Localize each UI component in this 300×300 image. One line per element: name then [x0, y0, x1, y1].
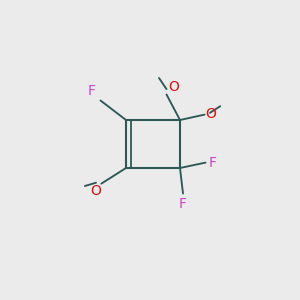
Text: F: F	[179, 197, 187, 211]
Text: F: F	[208, 156, 217, 170]
Text: O: O	[206, 107, 216, 121]
Text: F: F	[88, 84, 96, 98]
Text: O: O	[168, 80, 179, 94]
Text: O: O	[90, 184, 101, 198]
